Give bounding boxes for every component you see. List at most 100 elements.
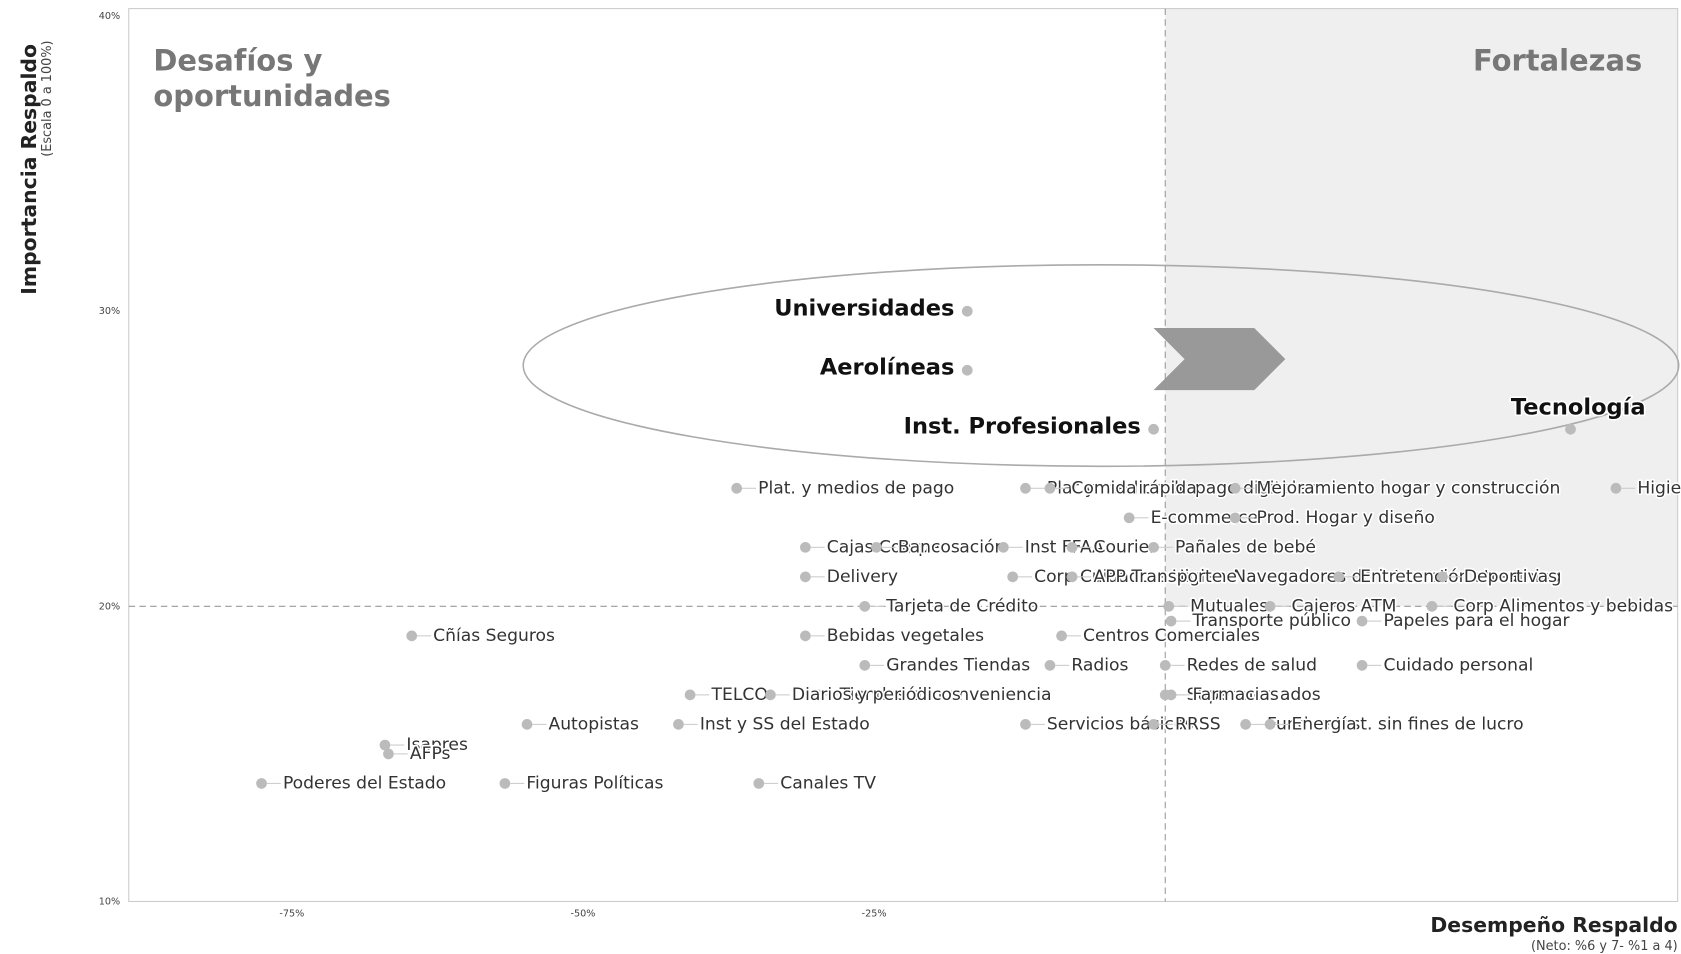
data-point <box>961 305 973 317</box>
point-label: Bebidas vegetales <box>827 626 984 646</box>
point-label: Supermercados <box>1187 685 1321 705</box>
point-label: TELCO <box>711 685 768 705</box>
point-label: AFPs <box>410 744 451 764</box>
data-point <box>499 778 511 789</box>
point-label: Fund. e Inst. sin fines de lucro <box>1267 714 1524 734</box>
x-axis-note: (Neto: %6 y 7- %1 a 4) <box>1531 939 1678 954</box>
y-axis-title: Importancia Respaldo <box>17 44 41 295</box>
data-point <box>1264 719 1276 730</box>
point-label: Redes de salud <box>1187 655 1317 675</box>
point-label: Bancos <box>898 537 960 557</box>
data-point <box>812 689 824 701</box>
quadrant-label: Desafíos y <box>153 44 322 78</box>
data-point <box>1020 482 1031 494</box>
data-point <box>1020 719 1031 730</box>
data-point <box>1148 423 1159 435</box>
point-label: Centros Comerciales <box>1083 626 1260 646</box>
point-label: Plat y medios de pago digitales <box>1047 478 1316 498</box>
point-label: Poderes del Estado <box>283 773 446 793</box>
data-point <box>753 778 765 789</box>
data-point <box>859 600 871 612</box>
point-label: Mejoramiento hogar y construcción <box>1257 478 1561 498</box>
y-tick-label: 30% <box>99 306 120 317</box>
point-label: Comida rápida <box>1071 478 1196 498</box>
data-point <box>1007 571 1019 583</box>
point-label: Universidades <box>774 296 954 322</box>
y-axis-note: (Escala 0 a 100%) <box>40 40 55 156</box>
point-label: Transporte público <box>1192 611 1351 631</box>
point-label: Papeles para el hogar <box>1383 611 1570 631</box>
data-point <box>1044 660 1056 671</box>
point-label: Autopistas <box>548 714 639 734</box>
data-point <box>1610 482 1622 494</box>
data-point <box>1356 615 1368 627</box>
data-point <box>1148 541 1159 553</box>
point-label: Cñías Seguros <box>433 626 555 646</box>
x-tick-label: -75% <box>279 908 304 919</box>
data-point <box>1066 541 1078 553</box>
data-point <box>800 630 811 642</box>
data-point <box>800 571 811 583</box>
point-label: Farmacias <box>1193 685 1279 705</box>
quadrant-label: Fortalezas <box>1473 44 1642 78</box>
data-point <box>1044 482 1056 494</box>
x-tick-label: -50% <box>571 908 596 919</box>
point-label: Aerolíneas <box>820 355 955 381</box>
data-point <box>961 364 973 376</box>
data-point <box>521 719 533 730</box>
point-label: Grandes Tiendas <box>886 655 1030 675</box>
data-point <box>684 689 696 701</box>
point-label: Delivery <box>827 567 898 587</box>
point-label: Higiene y desinfección hogar <box>1637 478 1681 498</box>
data-point <box>765 689 776 701</box>
data-point <box>1165 615 1177 627</box>
data-point <box>383 748 394 760</box>
point-label: Tiendas de conveniencia <box>839 685 1052 705</box>
point-label: Tecnología <box>1511 394 1646 420</box>
quadrant-shade <box>1165 8 1678 607</box>
data-point <box>1264 600 1276 612</box>
data-point <box>379 739 391 751</box>
data-point <box>1565 423 1576 435</box>
point-label: Servicios básicos <box>1047 714 1193 734</box>
data-point <box>1229 482 1241 494</box>
point-label: Mutuales <box>1190 596 1268 616</box>
arrow-chevron <box>1153 328 1286 391</box>
data-point <box>1333 571 1345 583</box>
point-label: Radios <box>1071 655 1128 675</box>
point-label: Cajeros ATM <box>1291 596 1396 616</box>
data-point <box>1426 600 1438 612</box>
data-point <box>1163 600 1175 612</box>
y-tick-label: 20% <box>99 601 120 612</box>
data-point <box>1356 660 1368 671</box>
y-tick-label: 40% <box>99 11 120 22</box>
point-label: Isapres <box>406 735 468 755</box>
data-point <box>1206 571 1218 583</box>
data-point <box>1159 660 1171 671</box>
point-label: Deportivas <box>1464 567 1557 587</box>
point-label: Inst FFAA <box>1025 537 1104 557</box>
point-label: Energía <box>1291 714 1356 734</box>
data-point <box>256 778 267 789</box>
point-label: RRSS <box>1175 714 1221 734</box>
point-label: Figuras Políticas <box>526 773 663 793</box>
data-point <box>859 660 871 671</box>
point-label: Cajas Compensación <box>827 537 1006 557</box>
point-label: Prod. Hogar y diseño <box>1257 508 1435 528</box>
data-point <box>1056 630 1067 642</box>
point-label: Inst y SS del Estado <box>700 714 870 734</box>
point-label: E-commerce <box>1151 508 1259 528</box>
data-point <box>673 719 684 730</box>
data-point <box>1123 512 1135 524</box>
data-point <box>1066 571 1078 583</box>
data-point <box>1240 719 1251 730</box>
data-point <box>731 482 743 494</box>
quadrant-label: oportunidades <box>153 79 391 113</box>
data-point <box>1229 512 1241 524</box>
point-label: Pañales de bebé <box>1175 537 1316 557</box>
data-point <box>998 541 1009 553</box>
point-label: Courier <box>1094 537 1158 557</box>
data-point <box>406 630 418 642</box>
y-tick-label: 10% <box>99 896 120 907</box>
